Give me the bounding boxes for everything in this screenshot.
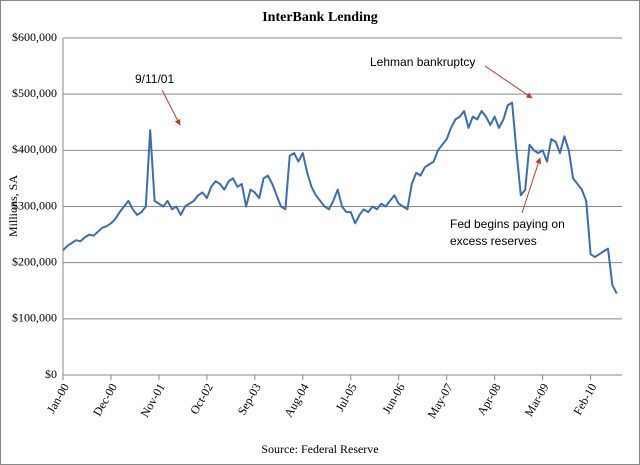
annotation: 9/11/01 bbox=[135, 72, 174, 86]
y-tick-label: $500,000 bbox=[12, 86, 57, 100]
annotation-arrow bbox=[521, 157, 542, 214]
chart-title: InterBank Lending bbox=[262, 10, 378, 25]
annotation: Fed begins paying on bbox=[450, 217, 565, 231]
y-axis-label: Millions, SA bbox=[6, 175, 20, 237]
y-tick-label: $400,000 bbox=[12, 142, 57, 156]
y-tick-label: $300,000 bbox=[12, 198, 57, 212]
y-tick-label: $600,000 bbox=[12, 30, 57, 44]
source: Source: Federal Reserve bbox=[261, 442, 378, 456]
annotation: Lehman bankruptcy bbox=[370, 55, 475, 69]
y-tick-label: $100,000 bbox=[12, 311, 57, 325]
annotation-arrow bbox=[161, 89, 181, 126]
y-tick-label: $200,000 bbox=[12, 254, 57, 268]
annotation-arrow bbox=[484, 65, 533, 99]
line bbox=[62, 101, 618, 295]
y-tick-label: $0 bbox=[45, 367, 57, 381]
annotation: excess reserves bbox=[450, 234, 537, 248]
